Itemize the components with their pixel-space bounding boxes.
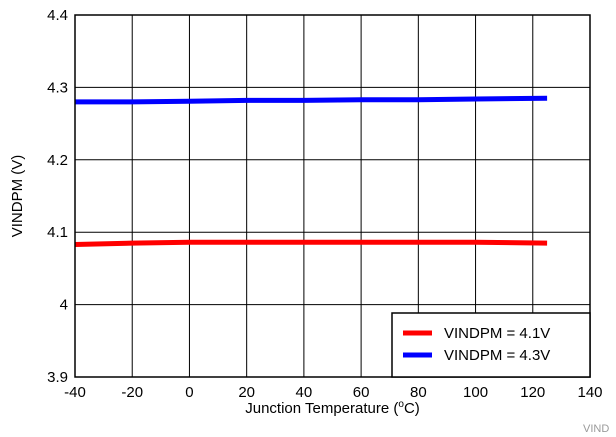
x-tick-label: 60 — [353, 384, 370, 401]
legend-box — [391, 312, 591, 378]
y-axis-label: VINDPM (V) — [9, 155, 26, 238]
x-axis-label: Junction Temperature (oC) — [245, 399, 420, 417]
x-axis-label-degree: o — [398, 399, 404, 410]
x-axis-label-unit: C) — [404, 400, 420, 417]
legend: VINDPM = 4.1V VINDPM = 4.3V — [391, 312, 591, 378]
x-tick-label: 0 — [185, 384, 193, 401]
y-tick-label: 4 — [60, 297, 68, 314]
series-line-2 — [75, 95, 548, 105]
y-tick-label: 4.3 — [47, 79, 68, 96]
y-tick-label: 3.9 — [47, 369, 68, 386]
y-tick-label: 4.1 — [47, 224, 68, 241]
x-tick-label: 140 — [577, 384, 602, 401]
x-tick-label: 20 — [238, 384, 255, 401]
x-tick-label: 40 — [296, 384, 313, 401]
figure-id-tag: VIND — [583, 423, 609, 435]
y-tick-labels: 3.9 4 4.1 4.2 4.3 4.4 — [47, 7, 68, 386]
x-tick-label: 100 — [463, 384, 488, 401]
y-tick-label: 4.4 — [47, 7, 68, 24]
x-tick-label: 120 — [520, 384, 545, 401]
series-lines — [74, 95, 548, 247]
x-tick-labels: -40 -20 0 20 40 60 80 100 120 140 — [64, 384, 602, 401]
x-tick-label: 80 — [410, 384, 427, 401]
x-axis-label-main: Junction Temperature ( — [245, 400, 398, 417]
y-tick-label: 4.2 — [47, 152, 68, 169]
x-tick-label: -40 — [64, 384, 86, 401]
grid-lines — [75, 15, 590, 377]
series-line-1 — [74, 239, 548, 247]
legend-label-2: VINDPM = 4.3V — [444, 347, 550, 364]
legend-label-1: VINDPM = 4.1V — [444, 325, 550, 342]
x-tick-label: -20 — [121, 384, 143, 401]
plot-area-frame — [74, 14, 591, 378]
